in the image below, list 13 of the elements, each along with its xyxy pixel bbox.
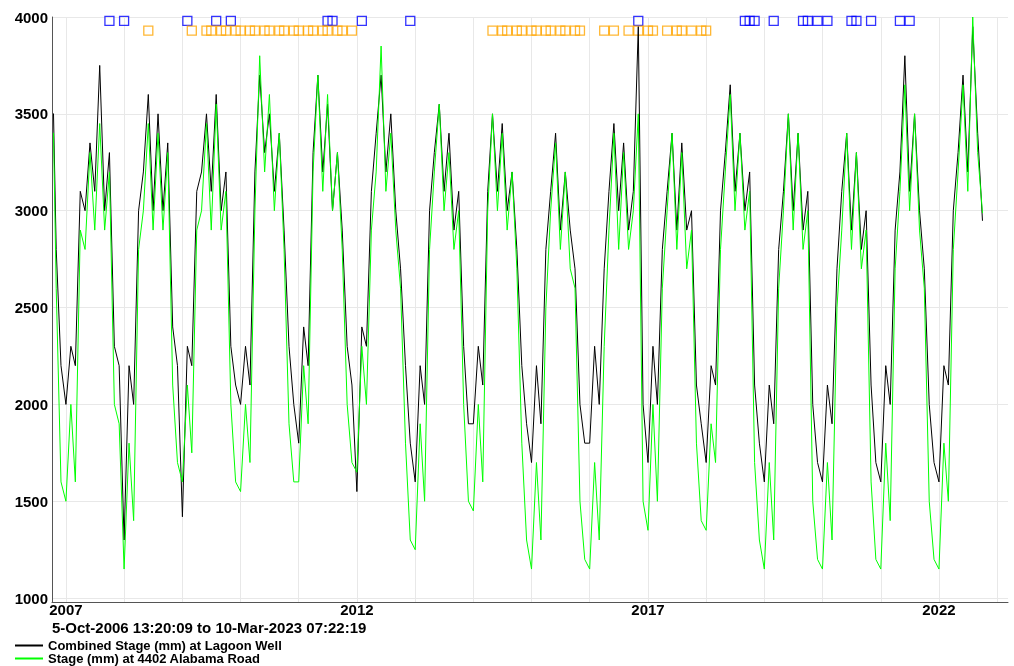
legend-label: Combined Stage (mm) at Lagoon Well xyxy=(48,638,282,653)
y-tick-label: 2500 xyxy=(14,299,48,317)
x-tick-label: 2012 xyxy=(340,601,374,618)
y-tick-label: 1500 xyxy=(14,492,48,510)
x-axis-title: 5-Oct-2006 13:20:09 to 10-Mar-2023 07:22:19 xyxy=(52,619,367,636)
y-tick-label: 1000 xyxy=(14,589,48,607)
x-tick-label: 2022 xyxy=(922,601,956,618)
x-tick-label: 2007 xyxy=(49,601,83,618)
y-tick-label: 3500 xyxy=(14,105,48,123)
y-tick-label: 2000 xyxy=(14,395,48,413)
x-tick-label: 2017 xyxy=(631,601,665,618)
y-tick-label: 3000 xyxy=(14,202,48,220)
y-tick-label: 4000 xyxy=(14,8,48,26)
